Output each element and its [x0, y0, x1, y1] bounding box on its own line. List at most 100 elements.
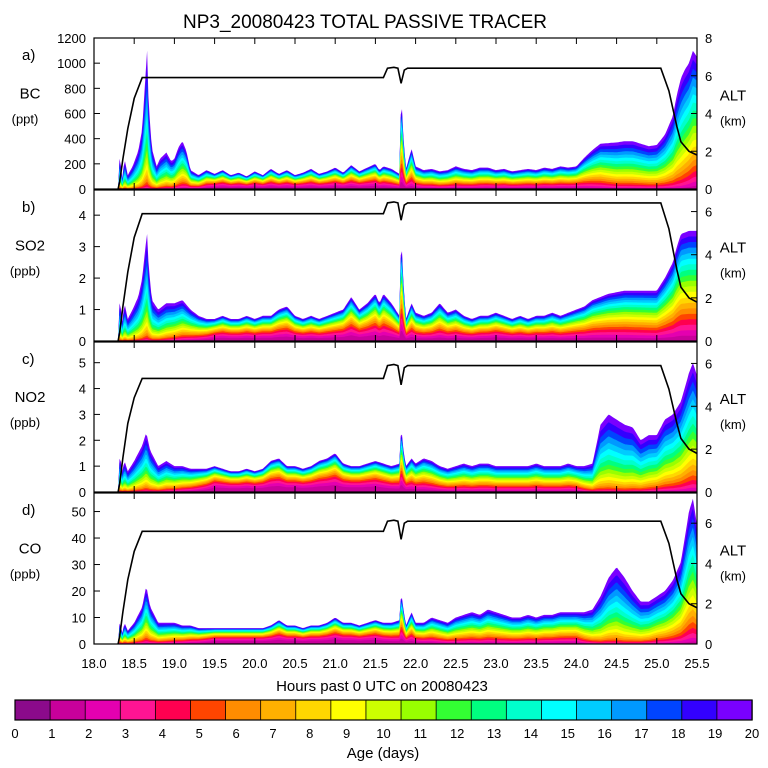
age-layer-1: [118, 638, 697, 644]
panel-label: c): [22, 351, 35, 368]
y-axis-unit: (ppb): [10, 567, 40, 582]
age-layer-2: [118, 176, 697, 189]
y-tick-label: 3: [79, 407, 86, 422]
panel-1: 0 200 400 600 800 1000 1200 0 2 4 6 8 a) BC (ppt) ALT (k…: [12, 31, 747, 197]
colorbar-swatch: [295, 699, 332, 721]
colorbar-swatch: [84, 699, 121, 721]
age-layer-3: [118, 318, 697, 341]
y2-axis-unit: (km): [720, 114, 746, 129]
colorbar-swatch: [225, 699, 262, 721]
panel-4: 0 10 20 30 40 50 0 2 4 6 d) CO (ppb) ALT (km): [10, 492, 746, 652]
y2-axis-label: ALT: [720, 240, 746, 257]
y-tick-label: 2: [79, 433, 86, 448]
panel-label: b): [22, 199, 35, 216]
y2-tick-label: 2: [705, 144, 712, 159]
colorbar-swatch: [576, 699, 613, 721]
colorbar-swatch: [505, 699, 543, 721]
altitude-line: [117, 363, 697, 492]
colorbar-swatch: [14, 699, 51, 721]
colorbar-frame: [14, 699, 753, 721]
y-tick-label: 1200: [57, 31, 86, 46]
colorbar-tick-label: 12: [450, 726, 464, 741]
panel-label: d): [22, 502, 35, 519]
colorbar-swatch: [611, 699, 648, 721]
y2-tick-label: 0: [705, 334, 712, 349]
y2-tick-label: 2: [705, 291, 712, 306]
y-tick-label: 30: [72, 558, 86, 573]
panel-3: 0 1 2 3 4 5 0 2 4 6 c) NO2 (ppb) ALT (km): [10, 341, 746, 500]
y-tick-label: 1: [79, 459, 86, 474]
y2-axis-label: ALT: [720, 391, 746, 408]
colorbar-tick-label: 5: [196, 726, 203, 741]
y2-tick-label: 2: [705, 442, 712, 457]
y-tick-label: 5: [79, 356, 86, 371]
y2-tick-label: 6: [705, 516, 712, 531]
age-layer-9: [118, 595, 697, 644]
y2-tick-label: 0: [705, 637, 712, 652]
altitude-line: [117, 201, 697, 341]
colorbar-swatch: [154, 699, 192, 721]
x-tick-label: 18.5: [122, 656, 147, 671]
colorbar-swatch: [646, 699, 683, 721]
colorbar-swatch: [681, 699, 718, 721]
x-tick-label: 21.5: [363, 656, 388, 671]
y2-axis-label: ALT: [720, 543, 746, 560]
colorbar-tick-label: 8: [306, 726, 313, 741]
colorbar-tick-label: 3: [122, 726, 129, 741]
y2-axis-unit: (km): [720, 569, 746, 584]
x-tick-label: 22.0: [403, 656, 428, 671]
colorbar-tick-label: 19: [708, 726, 722, 741]
y-tick-label: 3: [79, 240, 86, 255]
y-tick-label: 0: [79, 182, 86, 197]
age-layer-20: [118, 230, 697, 341]
panel-frame: [93, 492, 698, 645]
y-axis-unit: (ppb): [10, 264, 40, 279]
colorbar-tick-label: 1: [48, 726, 55, 741]
panel-label: a): [22, 47, 35, 64]
y-tick-label: 800: [64, 81, 86, 96]
y2-tick-label: 0: [705, 182, 712, 197]
y2-tick-label: 6: [705, 356, 712, 371]
y2-tick-label: 8: [705, 31, 712, 46]
colorbar-tick-label: 14: [524, 726, 538, 741]
x-tick-label: 19.0: [162, 656, 187, 671]
y2-tick-label: 6: [705, 69, 712, 84]
colorbar-swatch: [119, 699, 157, 721]
colorbar-label: Age (days): [347, 745, 420, 762]
colorbar-swatch: [260, 699, 297, 721]
y2-axis-label: ALT: [720, 88, 746, 105]
age-layer-1: [118, 485, 697, 492]
x-tick-label: 20.5: [282, 656, 307, 671]
y-tick-label: 0: [79, 334, 86, 349]
y2-axis-unit: (km): [720, 266, 746, 281]
y2-tick-label: 2: [705, 597, 712, 612]
colorbar-tick-label: 9: [343, 726, 350, 741]
colorbar-tick-label: 4: [159, 726, 166, 741]
colorbar-tick-label: 17: [634, 726, 648, 741]
y-tick-label: 0: [79, 637, 86, 652]
y2-tick-label: 4: [705, 248, 712, 263]
y-tick-label: 2: [79, 271, 86, 286]
colorbar-swatch: [470, 699, 508, 721]
colorbar-swatch: [49, 699, 86, 721]
age-layer-7: [118, 609, 697, 644]
x-tick-label: 24.5: [604, 656, 629, 671]
y2-tick-label: 4: [705, 556, 712, 571]
colorbar: 0 1 2 3 4 5 6 7 8 9 10 11 12 13 14 15 16 17 18 19 20: [11, 699, 759, 741]
age-layer-8: [118, 602, 697, 644]
age-layer-4: [118, 313, 697, 341]
panel-2: 0 1 2 3 4 0 2 4 6 b) SO2 (ppb) ALT (km): [10, 189, 746, 349]
y-tick-label: 1000: [57, 56, 86, 71]
altitude-line: [117, 519, 697, 644]
x-tick-label: 21.0: [323, 656, 348, 671]
x-tick-label: 23.5: [524, 656, 549, 671]
y-axis-label: NO2: [15, 389, 46, 406]
panels: 02004006008001000120002468a)BC(ppt)ALT(k…: [10, 31, 746, 652]
colorbar-tick-label: 16: [597, 726, 611, 741]
x-tick-label: 19.5: [202, 656, 227, 671]
colorbar-swatch: [716, 699, 753, 721]
y-axis-unit: (ppt): [12, 112, 39, 127]
y2-axis-unit: (km): [720, 417, 746, 432]
colorbar-tick-label: 6: [232, 726, 239, 741]
